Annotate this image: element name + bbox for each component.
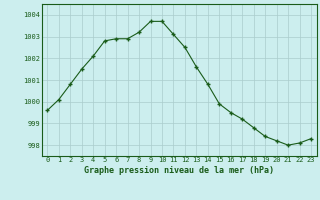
X-axis label: Graphe pression niveau de la mer (hPa): Graphe pression niveau de la mer (hPa) — [84, 166, 274, 175]
